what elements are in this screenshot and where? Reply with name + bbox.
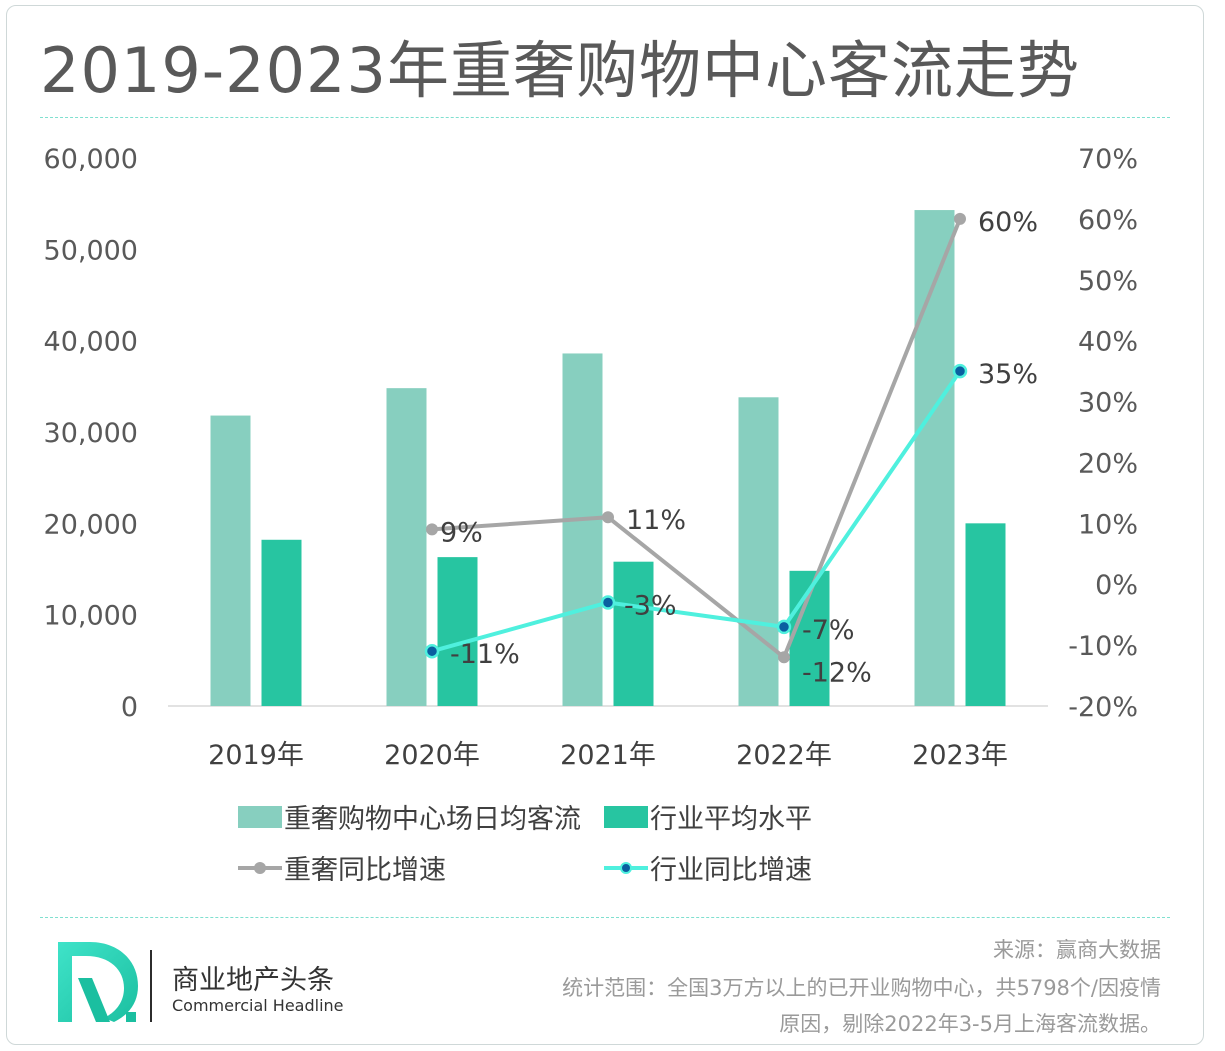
- y-left-tick-label: 20,000: [44, 509, 138, 540]
- data-label-luxury-growth: 9%: [440, 517, 483, 548]
- x-tick-label: 2019年: [208, 740, 304, 771]
- data-label-industry-growth: -7%: [802, 615, 855, 646]
- y-left-tick-label: 60,000: [44, 144, 138, 175]
- line-industry-growth: [431, 369, 962, 654]
- data-label-luxury-growth: 11%: [626, 505, 686, 536]
- legend-swatch-industry-average: [604, 805, 648, 828]
- data-label-luxury-growth: 60%: [978, 207, 1038, 238]
- source-note: 来源：赢商大数据: [993, 938, 1161, 962]
- legend-item-luxury-traffic: 重奢购物中心场日均客流: [238, 797, 581, 836]
- x-tick-label: 2020年: [384, 740, 480, 771]
- data-label-industry-growth: 35%: [978, 359, 1038, 390]
- bar-industry-average: [613, 561, 654, 706]
- brand-name-cn: 商业地产头条: [172, 965, 334, 996]
- y-left-tick-label: 40,000: [44, 327, 138, 358]
- y-right-tick-label: 50%: [1078, 266, 1138, 297]
- y-right-tick-label: -10%: [1068, 631, 1138, 662]
- legend-item-industry-average: 行业平均水平: [604, 797, 812, 836]
- legend-label-industry-average: 行业平均水平: [650, 804, 812, 835]
- legend-label-industry-growth: 行业同比增速: [650, 855, 812, 886]
- legend-label-luxury-traffic: 重奢购物中心场日均客流: [284, 804, 581, 835]
- scope-note-line1: 统计范围：全国3万方以上的已开业购物中心，共5798个/因疫情: [562, 976, 1161, 1000]
- y-right-tick-label: 0%: [1095, 570, 1138, 601]
- y-right-tick-label: 30%: [1078, 388, 1138, 419]
- brand-separator: [150, 950, 152, 1022]
- legend-swatch-luxury-growth: [238, 857, 282, 879]
- y-left-tick-label: 10,000: [44, 601, 138, 632]
- y-right-tick-label: 40%: [1078, 327, 1138, 358]
- x-tick-label: 2022年: [736, 740, 832, 771]
- point-luxury-growth: [954, 212, 966, 225]
- y-right-tick-label: 20%: [1078, 448, 1138, 479]
- y-right-tick-label: -20%: [1068, 692, 1138, 723]
- y-right-tick-label: 60%: [1078, 205, 1138, 236]
- y-left-tick-label: 50,000: [44, 235, 138, 266]
- point-industry-growth: [600, 595, 616, 610]
- bar-luxury-traffic: [738, 397, 779, 706]
- title-divider: [40, 117, 1170, 118]
- y-right-tick-label: 10%: [1078, 509, 1138, 540]
- bar-luxury-traffic: [914, 210, 955, 706]
- point-luxury-growth: [602, 511, 614, 524]
- bar-luxury-traffic: [210, 415, 251, 706]
- legend-label-luxury-growth: 重奢同比增速: [284, 855, 446, 886]
- legend-item-luxury-growth: 重奢同比增速: [238, 848, 446, 887]
- bar-industry-average: [965, 523, 1006, 706]
- chart-plot: 0 10,000 20,000 30,000 40,000 50,000 60,000 -20…: [44, 144, 1138, 771]
- line-luxury-growth: [431, 218, 962, 660]
- y-left-tick-label: 0: [121, 692, 138, 723]
- x-tick-label: 2023年: [912, 740, 1008, 771]
- data-label-industry-growth: -11%: [450, 639, 520, 670]
- bar-luxury-traffic: [562, 353, 603, 706]
- footer-divider: [40, 917, 1170, 918]
- data-label-luxury-growth: -12%: [802, 657, 872, 688]
- chart-frame: [6, 5, 1204, 1045]
- y-left-tick-label: 30,000: [44, 418, 138, 449]
- bar-industry-average: [437, 557, 478, 706]
- chart-title: 2019-2023年重奢购物中心客流走势: [40, 34, 1080, 107]
- point-industry-growth: [952, 363, 968, 379]
- bar-luxury-traffic: [386, 388, 427, 706]
- legend-swatch-luxury-traffic: [238, 805, 282, 828]
- bar-industry-average: [261, 539, 302, 706]
- point-luxury-growth: [426, 523, 438, 536]
- legend-item-industry-growth: 行业同比增速: [604, 848, 812, 887]
- brand-logo-icon: [58, 942, 138, 1022]
- data-label-industry-growth: -3%: [624, 590, 677, 621]
- scope-note-line2: 原因，剔除2022年3-5月上海客流数据。: [779, 1012, 1161, 1036]
- legend-swatch-industry-growth: [604, 857, 648, 879]
- x-tick-label: 2021年: [560, 740, 656, 771]
- point-industry-growth: [776, 619, 792, 635]
- point-luxury-growth: [778, 651, 790, 664]
- point-industry-growth: [424, 643, 440, 659]
- y-right-tick-label: 70%: [1078, 144, 1138, 175]
- brand-name-en: Commercial Headline: [172, 996, 344, 1015]
